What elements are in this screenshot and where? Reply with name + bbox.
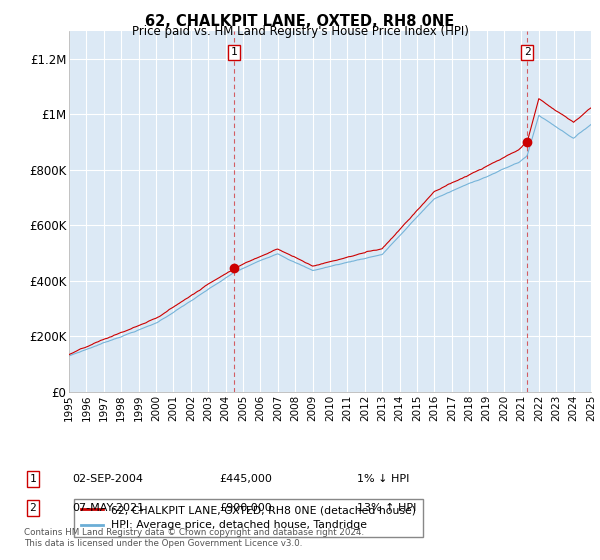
Text: 1: 1: [231, 48, 238, 58]
Text: 07-MAY-2021: 07-MAY-2021: [72, 503, 144, 513]
Text: 1: 1: [29, 474, 37, 484]
Text: 2: 2: [524, 48, 530, 58]
Text: 02-SEP-2004: 02-SEP-2004: [72, 474, 143, 484]
Text: £900,000: £900,000: [219, 503, 272, 513]
Text: 2: 2: [29, 503, 37, 513]
Text: 62, CHALKPIT LANE, OXTED, RH8 0NE: 62, CHALKPIT LANE, OXTED, RH8 0NE: [145, 14, 455, 29]
Text: £445,000: £445,000: [219, 474, 272, 484]
Text: Contains HM Land Registry data © Crown copyright and database right 2024.
This d: Contains HM Land Registry data © Crown c…: [24, 528, 364, 548]
Text: Price paid vs. HM Land Registry's House Price Index (HPI): Price paid vs. HM Land Registry's House …: [131, 25, 469, 38]
Legend: 62, CHALKPIT LANE, OXTED, RH8 0NE (detached house), HPI: Average price, detached: 62, CHALKPIT LANE, OXTED, RH8 0NE (detac…: [74, 498, 423, 537]
Text: 13% ↑ HPI: 13% ↑ HPI: [357, 503, 416, 513]
Text: 1% ↓ HPI: 1% ↓ HPI: [357, 474, 409, 484]
